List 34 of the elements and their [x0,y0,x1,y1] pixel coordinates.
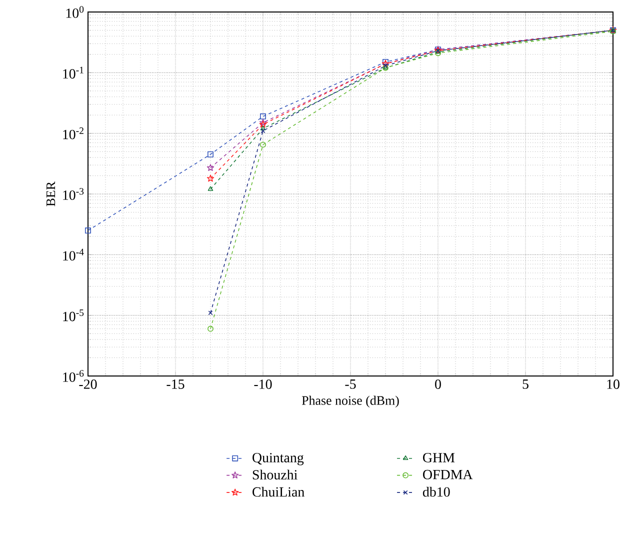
legend-label: OFDMA [423,470,473,480]
point [260,128,266,134]
point [206,164,214,171]
x-tick-label: 10 [607,380,620,389]
point [208,326,214,332]
y-tick-label: 10$^{-2}$ [63,127,84,140]
x-axis-title: Phase noise (dBm) [302,396,399,408]
y-tick-label: 10$^{-3}$ [63,188,84,200]
point [208,151,214,158]
y-tick-label: 10$^{-6}$ [63,370,84,382]
y-tick-label: 10$^{-1}$ [63,66,84,79]
point [208,310,213,316]
legend-label: Quintang [252,452,304,466]
point [260,113,266,120]
legend-label: ChuiLian [252,486,304,497]
point [435,50,441,56]
y-tick-label: 10$^{-4}$ [63,248,84,261]
y-tick-label: 10$^{0}$ [66,6,84,18]
y-axis-title: BER [46,181,56,206]
point [85,228,91,234]
point [260,142,266,148]
point [206,174,214,182]
point [260,126,266,130]
x-tick-label: 5 [522,380,528,389]
legend-label: db10 [422,486,450,497]
x-tick-label: -5 [345,380,356,389]
x-tick-label: -20 [79,380,97,389]
legend-label: Shouzhi [252,470,298,480]
legend-label: GHM [423,452,455,462]
x-tick-label: -10 [254,380,272,389]
x-tick-label: 0 [435,380,441,389]
x-tick-label: -15 [166,380,184,389]
point [208,186,214,191]
y-tick-label: 10$^{-5}$ [63,309,84,322]
